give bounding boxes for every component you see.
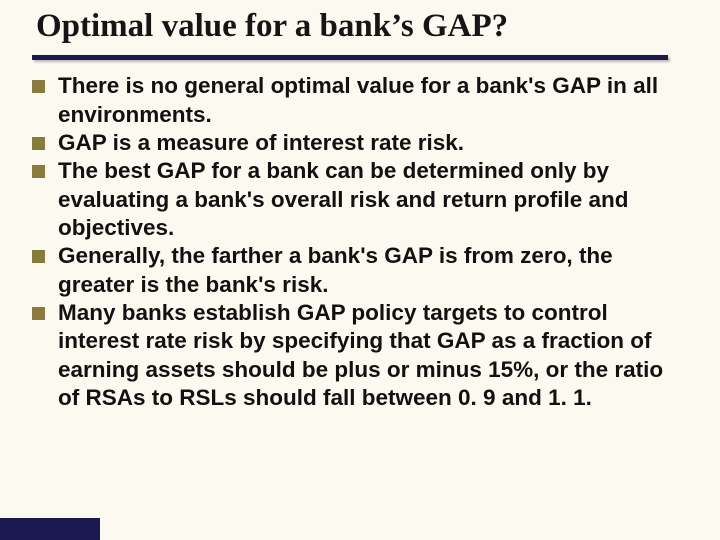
footer-accent-bar: [0, 518, 100, 540]
content-region: There is no general optimal value for a …: [0, 60, 720, 412]
title-region: Optimal value for a bank’s GAP?: [0, 0, 720, 60]
list-item: Many banks establish GAP policy targets …: [32, 299, 690, 412]
list-item: Generally, the farther a bank's GAP is f…: [32, 242, 690, 299]
list-item: GAP is a measure of interest rate risk.: [32, 129, 690, 157]
slide-container: Optimal value for a bank’s GAP? There is…: [0, 0, 720, 540]
bullet-list: There is no general optimal value for a …: [32, 72, 690, 412]
slide-title: Optimal value for a bank’s GAP?: [36, 6, 684, 55]
list-item: There is no general optimal value for a …: [32, 72, 690, 129]
list-item: The best GAP for a bank can be determine…: [32, 157, 690, 242]
